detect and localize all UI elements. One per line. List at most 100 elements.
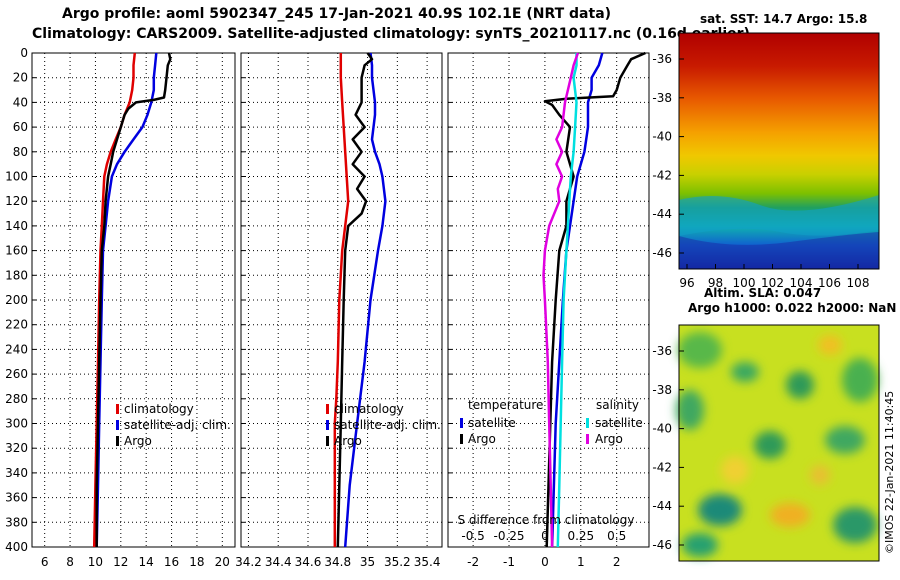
- sst-lat-tick-label: -46: [652, 246, 672, 260]
- imos-credit: ©IMOS 22-Jan-2021 11:40:45: [883, 390, 896, 554]
- legend-label: Argo: [468, 432, 496, 446]
- sst-lat-tick-label: -42: [652, 168, 672, 182]
- legend-swatch: [460, 434, 463, 444]
- sla-lat-tick-label: -44: [652, 499, 672, 513]
- sst-map-frame: [678, 32, 880, 270]
- sla-lat-tick-label: -46: [652, 538, 672, 552]
- series-line-salinity-argo: [542, 52, 580, 548]
- x-tick-label: 35: [360, 555, 375, 569]
- x-tick-label: 0: [541, 555, 549, 569]
- sst-map-cold-front: [679, 195, 879, 236]
- legend-label: satellite-adj. clim.: [124, 418, 231, 432]
- sst-map-title: sat. SST: 14.7 Argo: 15.8: [700, 12, 868, 26]
- legend-label: Argo: [595, 432, 623, 446]
- legend-swatch: [460, 418, 463, 428]
- y-tick-label: 180: [5, 268, 28, 282]
- legend-label: climatology: [334, 402, 404, 416]
- sst-lon-tick-label: 108: [847, 276, 870, 290]
- series-line-argo: [95, 52, 172, 547]
- x-tick-label: -2: [467, 555, 479, 569]
- legend-swatch: [586, 418, 589, 428]
- legend-label: satellite: [595, 416, 643, 430]
- x-tick-label: 6: [41, 555, 49, 569]
- x-tick-label: 16: [164, 555, 179, 569]
- legend-swatch: [116, 404, 119, 414]
- y-tick-label: 280: [5, 392, 28, 406]
- sla-map-title-line1: Altim. SLA: 0.047: [704, 286, 822, 300]
- sla-lat-tick-label: -40: [652, 422, 672, 436]
- difference-panel: -2 -1 0 1 2 temperature salinity satellite Argo s…: [447, 51, 650, 569]
- legend-title-salinity: salinity: [596, 398, 639, 412]
- y-tick-label: 0: [20, 46, 28, 60]
- series-line-argo: [336, 52, 374, 548]
- sst-lat-tick-label: -40: [652, 130, 672, 144]
- x-tick-label: 34.6: [295, 555, 322, 569]
- legend-label: Argo: [124, 434, 152, 448]
- series-line-salinity-satellite: [556, 53, 578, 548]
- legend-label: satellite-adj. clim.: [334, 418, 441, 432]
- y-tick-label: 360: [5, 491, 28, 505]
- y-tick-label: 340: [5, 466, 28, 480]
- y-tick-label: 400: [5, 540, 28, 554]
- legend-label: satellite: [468, 416, 516, 430]
- sla-map-frame: [678, 324, 880, 562]
- y-tick-label: 140: [5, 219, 28, 233]
- salinity-panel: 34.2 34.4 34.6 34.8 35 35.2 35.4 climatology sat…: [235, 52, 443, 569]
- y-tick-label: 380: [5, 515, 28, 529]
- x-tick-label: 8: [66, 555, 74, 569]
- sst-lon-tick-label: 104: [790, 276, 813, 290]
- x-tick-label: 35.2: [384, 555, 411, 569]
- sla-lat-tick-label: -42: [652, 460, 672, 474]
- sla-map-title-line2: Argo h1000: 0.022 h2000: NaN: [688, 301, 897, 315]
- sst-lat-tick-label: -38: [652, 91, 672, 105]
- sst-lon-tick-label: 102: [761, 276, 784, 290]
- legend-swatch: [326, 404, 329, 414]
- legend-swatch: [116, 420, 119, 430]
- s-difference-tick-label: 0.5: [607, 529, 626, 543]
- s-difference-axis-title: S difference from climatology: [458, 513, 635, 527]
- y-tick-label: 240: [5, 342, 28, 356]
- legend-title-temperature: temperature: [468, 398, 543, 412]
- y-tick-label: 200: [5, 293, 28, 307]
- x-tick-label: 34.4: [265, 555, 292, 569]
- y-tick-label: 80: [13, 145, 28, 159]
- sst-lat-tick-label: -36: [652, 52, 672, 66]
- series-line-satellite-adj-clim-: [95, 52, 158, 548]
- s-difference-tick-label: 0: [541, 529, 549, 543]
- y-tick-label: 220: [5, 318, 28, 332]
- y-tick-label: 100: [5, 170, 28, 184]
- sst-lon-tick-label: 106: [818, 276, 841, 290]
- series-line-satellite-adj-clim-: [343, 52, 387, 548]
- sla-map: -36 -38 -40 -42 -44 -46: [652, 324, 880, 562]
- sla-map-anomalies: [676, 332, 878, 557]
- climatology-title: Climatology: CARS2009. Satellite-adjuste…: [32, 26, 750, 42]
- x-tick-label: 10: [88, 555, 103, 569]
- legend-swatch: [326, 436, 329, 446]
- x-tick-label: 18: [189, 555, 204, 569]
- temperature-panel: 6 8 10 12 14 16 18 2002040608010012014016018020…: [5, 46, 236, 569]
- s-difference-tick-label: -0.5: [461, 529, 484, 543]
- sst-lon-tick-label: 100: [733, 276, 756, 290]
- profile-title: Argo profile: aoml 5902347_245 17-Jan-20…: [62, 6, 612, 22]
- y-tick-label: 20: [13, 71, 28, 85]
- x-tick-label: 20: [215, 555, 230, 569]
- y-tick-label: 320: [5, 441, 28, 455]
- x-tick-label: 14: [139, 555, 154, 569]
- legend-swatch: [116, 436, 119, 446]
- sla-lat-tick-label: -38: [652, 383, 672, 397]
- series-line-climatology: [333, 53, 350, 547]
- y-tick-label: 40: [13, 95, 28, 109]
- x-tick-label: -1: [503, 555, 515, 569]
- sst-map: -36 -38 -40 -42 -44 -46 96 98 100 102 104 106 108: [652, 32, 880, 290]
- x-tick-label: 34.2: [235, 555, 262, 569]
- x-tick-label: 35.4: [414, 555, 441, 569]
- series-line-temperature-argo: [543, 51, 646, 548]
- sst-lon-tick-label: 96: [679, 276, 694, 290]
- y-tick-label: 260: [5, 367, 28, 381]
- sla-lat-tick-label: -36: [652, 344, 672, 358]
- y-tick-label: 300: [5, 417, 28, 431]
- series-line-temperature-satellite: [550, 52, 604, 548]
- legend-swatch: [326, 420, 329, 430]
- x-tick-label: 34.8: [324, 555, 351, 569]
- x-tick-label: 1: [577, 555, 585, 569]
